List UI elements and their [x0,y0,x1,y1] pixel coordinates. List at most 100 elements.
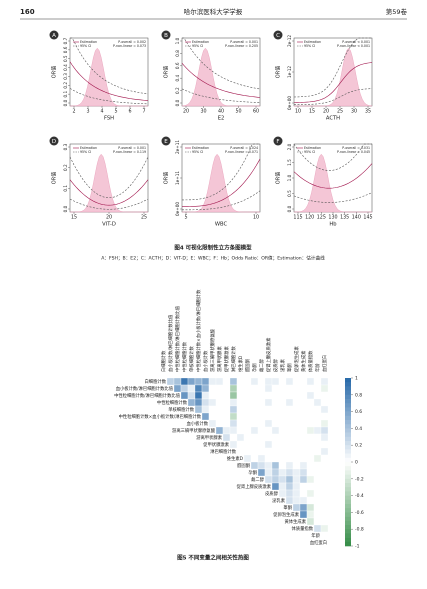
p-nonlinear: P-non-linear = 0.205 [225,44,258,48]
heatmap-cell [229,391,238,400]
legend-ci: 95% CI [192,44,203,48]
heatmap-cell [222,433,231,442]
y-axis-label: OR值 [51,66,58,78]
y-tick-label: 0.2 [63,82,68,89]
heatmap-cell [306,447,315,456]
p-overall: P-overall = 0.002 [118,40,146,44]
heatmap-cell [313,517,322,526]
ci-upper [293,37,372,98]
x-axis-label: Hb [329,222,337,228]
y-tick-label: 0.1 [63,90,68,97]
heatmap-cell [229,433,238,442]
heatmap-cell [229,377,238,386]
heatmap-cell [320,454,329,463]
p-overall: P-overall < 0.001 [342,40,370,44]
heatmap-cell [243,412,252,421]
heatmap-cell [264,419,273,428]
panel-letter: C [276,33,280,39]
colorbar-segment [345,432,351,438]
colorbar-segment [345,424,351,429]
y-axis-label: OR值 [275,66,282,78]
x-tick-label: 6 [128,109,131,115]
panel-badge [161,30,171,40]
heatmap-cell [285,496,294,505]
ci-lower [69,88,149,105]
heatmap-cell [313,468,322,477]
heatmap-cell [194,384,203,393]
y-axis-label: OR值 [163,172,170,184]
heatmap-cell [194,391,203,400]
row-label: 游离甲状腺素 [196,434,222,441]
journal-name: 哈尔滨医科大学学报 [184,7,243,16]
x-tick-label: 15 [309,109,315,115]
heatmap-cell [236,440,245,449]
colorbar-segment [345,470,351,475]
ci-lower [69,198,149,210]
x-tick-label: 10 [295,109,301,115]
heatmap-cell [215,405,224,414]
heatmap-cell [278,384,287,393]
x-tick-label: 7 [142,109,145,115]
colorbar-label: 0.2 [355,443,362,449]
heatmap-cell [292,419,301,428]
y-tick-label: 0.6 [63,46,68,53]
colorbar-segment [345,420,351,425]
x-tick-label: 145 [363,215,372,221]
heatmap-cell [236,391,245,400]
y-tick-label: 0.0 [287,205,292,212]
heatmap-cell [215,412,224,421]
heatmap-cell [306,503,315,512]
legend-ci: 95% CI [304,44,315,48]
heatmap-cell [292,377,301,386]
y-tick-label: 0.2 [63,164,68,171]
heatmap-cell [215,391,224,400]
y-axis-label: OR值 [275,172,282,184]
heatmap-cell [306,482,315,491]
heatmap-cell [306,489,315,498]
heatmap-cell [243,398,252,407]
heatmap-cell [320,468,329,477]
heatmap-cell [222,412,231,421]
estimation-curve [69,179,149,206]
heatmap-cell [271,475,280,484]
y-tick-label: 2e+11 [175,140,180,154]
heatmap-cell [306,510,315,519]
panel-letter: F [276,139,279,145]
heatmap-cell [264,433,273,442]
page-number: 160 [20,8,35,16]
heatmap-cell [292,482,301,491]
colorbar-segment [345,415,351,421]
p-nonlinear: P-non-linear = 0.045 [337,150,370,154]
heatmap-cell [271,482,280,491]
heatmap-cell [313,510,322,519]
heatmap-cell [250,391,259,400]
p-nonlinear: P-non-linear = 0.071 [225,150,258,154]
row-label: 皮质醇 [265,490,279,497]
x-tick-label: 25 [337,109,343,115]
heatmap-cell [264,405,273,414]
heatmap-cell [243,405,252,414]
heatmap-cell [236,433,245,442]
x-tick-label: 3 [86,109,89,115]
heatmap-cell [250,440,259,449]
p-overall: P-overall = 0.001 [118,146,146,150]
row-label: 淋巴细胞计数 [210,448,236,455]
x-tick-label: 2 [72,109,75,115]
heatmap-cell [320,524,329,533]
heatmap-cell [313,454,322,463]
heatmap-cell [320,531,329,540]
heatmap-cell [215,398,224,407]
heatmap-cell [285,475,294,484]
estimation-curve [181,62,261,98]
figure4-note: A：FSH；B：E2；C：ACTH；D：VIT-D；E：WBC；F：Hb；Odd… [101,255,325,262]
heatmap-cell [243,377,252,386]
ci-lower [181,88,261,103]
heatmap-cell [285,377,294,386]
x-axis-label: FSH [104,116,114,122]
heatmap-cell [285,391,294,400]
y-axis-label: OR值 [51,172,58,184]
row-label: 血小板计数/淋巴细胞计数比值 [116,385,174,392]
colorbar-segment [345,411,351,417]
p-nonlinear: P-non-linear = 0.119 [113,150,146,154]
row-label: 孕酮 [248,470,257,476]
